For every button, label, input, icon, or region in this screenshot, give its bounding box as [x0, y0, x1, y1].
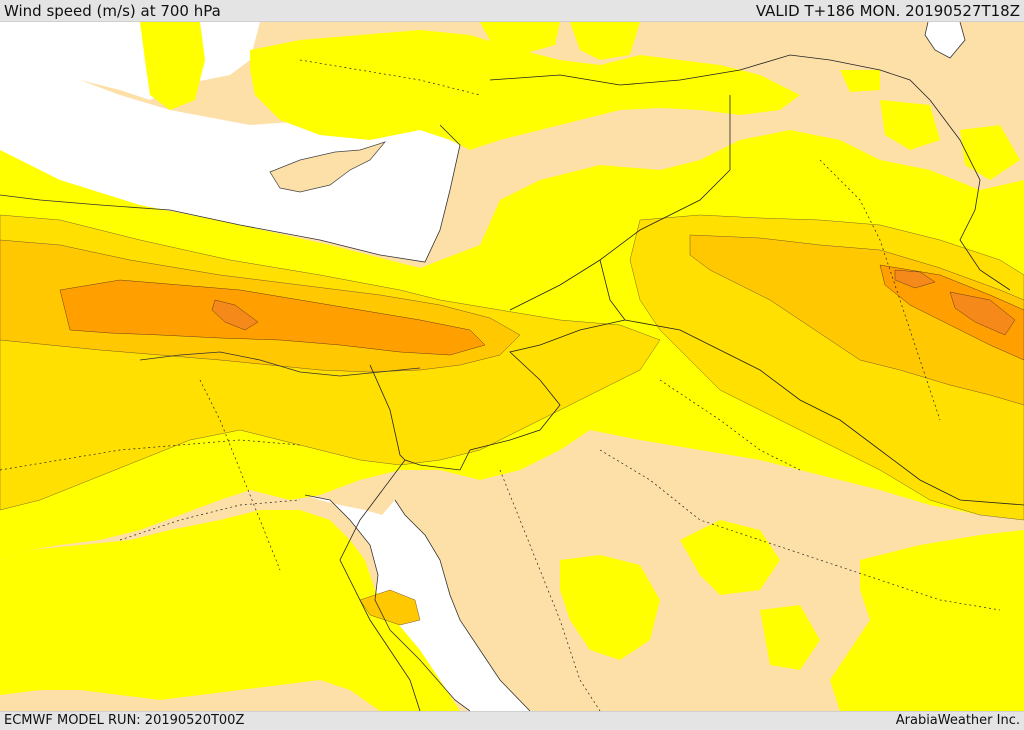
- band-orange: [59, 264, 1024, 361]
- header-bar: Wind speed (m/s) at 700 hPa VALID T+186 …: [0, 0, 1024, 22]
- band-dark-orange: [211, 269, 1016, 336]
- lake-top-right: [925, 22, 965, 58]
- wind-speed-map: [0, 22, 1024, 711]
- model-run-label: ECMWF MODEL RUN: 20190520T00Z: [4, 713, 245, 728]
- credit-label: ArabiaWeather Inc.: [895, 713, 1020, 728]
- red-sea: [305, 495, 530, 711]
- cyprus: [269, 141, 387, 193]
- province-borders: [0, 59, 1001, 711]
- country-borders: [339, 54, 1024, 711]
- valid-time: VALID T+186 MON. 20190527T18Z: [755, 2, 1020, 20]
- footer-bar: ECMWF MODEL RUN: 20190520T00Z ArabiaWeat…: [0, 711, 1024, 730]
- map-title: Wind speed (m/s) at 700 hPa: [4, 2, 221, 20]
